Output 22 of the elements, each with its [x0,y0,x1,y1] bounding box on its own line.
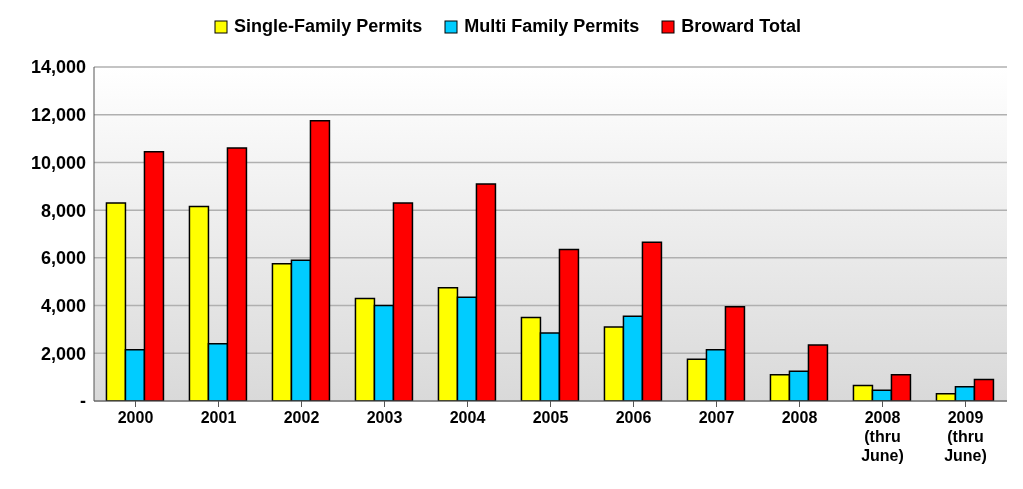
y-tick-label: 8,000 [40,200,86,221]
y-tick-label: 10,000 [30,152,86,173]
x-tick-label: 2000 [117,409,154,426]
x-tick-label: 2008 [781,409,818,426]
x-tick-label: 2001 [200,409,237,426]
x-tick-label: 2004 [449,409,486,426]
x-tick-label: 2009 (thru June) [944,409,987,464]
legend-label: Multi Family Permits [464,16,640,37]
x-tick-label: 2005 [532,409,569,426]
x-tick-label: 2003 [366,409,403,426]
x-tick-label: 2007 [698,409,735,426]
y-tick-label: 12,000 [30,105,86,126]
legend-label: Single-Family Permits [234,16,423,37]
y-tick-label: 2,000 [40,343,86,364]
y-tick-label: 4,000 [40,295,86,316]
y-tick-label: 6,000 [40,248,86,269]
legend-label: Broward Total [681,16,801,37]
x-tick-label: 2008 (thru June) [861,409,904,464]
x-tick-label: 2002 [283,409,320,426]
y-tick-label: - [80,391,86,412]
y-tick-label: 14,000 [30,57,86,78]
x-tick-label: 2006 [615,409,652,426]
